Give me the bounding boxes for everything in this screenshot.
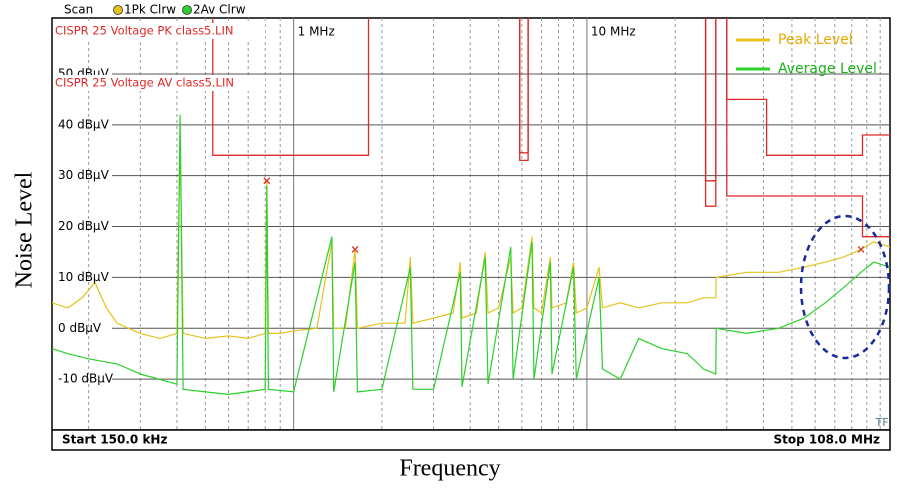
- limit-line: [519, 18, 890, 238]
- labels: 1 MHz 10 MHz -10 dBµV 0 dBµV 10 dBµV 20 dBµV 3…: [53, 23, 877, 386]
- trace-line: [52, 134, 890, 340]
- limit-label: CISPR 25 Voltage AV class5.LIN: [55, 76, 234, 90]
- trace2-dot: [182, 5, 192, 15]
- header-trace1: 1Pk Clrw: [124, 3, 176, 17]
- traces: [52, 18, 890, 396]
- tf-label: TF: [874, 416, 888, 429]
- y-tick-label: -10 dBµV: [58, 372, 114, 386]
- y-axis-label: Noise Level: [12, 171, 38, 288]
- stop-label: Stop 108.0 MHz: [774, 433, 881, 447]
- y-tick-label: 40 dBµV: [58, 117, 110, 131]
- marker: [857, 245, 865, 253]
- x-tick-label: 10 MHz: [591, 25, 636, 39]
- limit-label: CISPR 25 Voltage PK class5.LIN: [55, 24, 233, 38]
- x-tick-label: 1 MHz: [298, 25, 335, 39]
- status-bar: [51, 429, 891, 451]
- trace-line: [52, 114, 890, 396]
- y-tick-label: 20 dBµV: [58, 219, 110, 233]
- start-label: Start 150.0 kHz: [62, 433, 167, 447]
- y-tick-label: 10 dBµV: [58, 270, 110, 284]
- trace1-dot: [113, 5, 123, 15]
- limit-label-bg: [53, 75, 265, 91]
- y-tick-label: 30 dBµV: [58, 168, 110, 182]
- legend-label: Peak Level: [778, 32, 853, 48]
- x-axis-label: Frequency: [399, 456, 500, 482]
- highlight-ellipse: [799, 214, 891, 360]
- marker: [351, 245, 359, 253]
- header-scan: Scan: [64, 3, 93, 17]
- limit-label-bg: [53, 23, 265, 39]
- marker: [263, 177, 271, 185]
- header-trace2: 2Av Clrw: [193, 3, 246, 17]
- legend-label: Average Level: [778, 61, 877, 77]
- y-tick-label: 0 dBµV: [58, 321, 102, 335]
